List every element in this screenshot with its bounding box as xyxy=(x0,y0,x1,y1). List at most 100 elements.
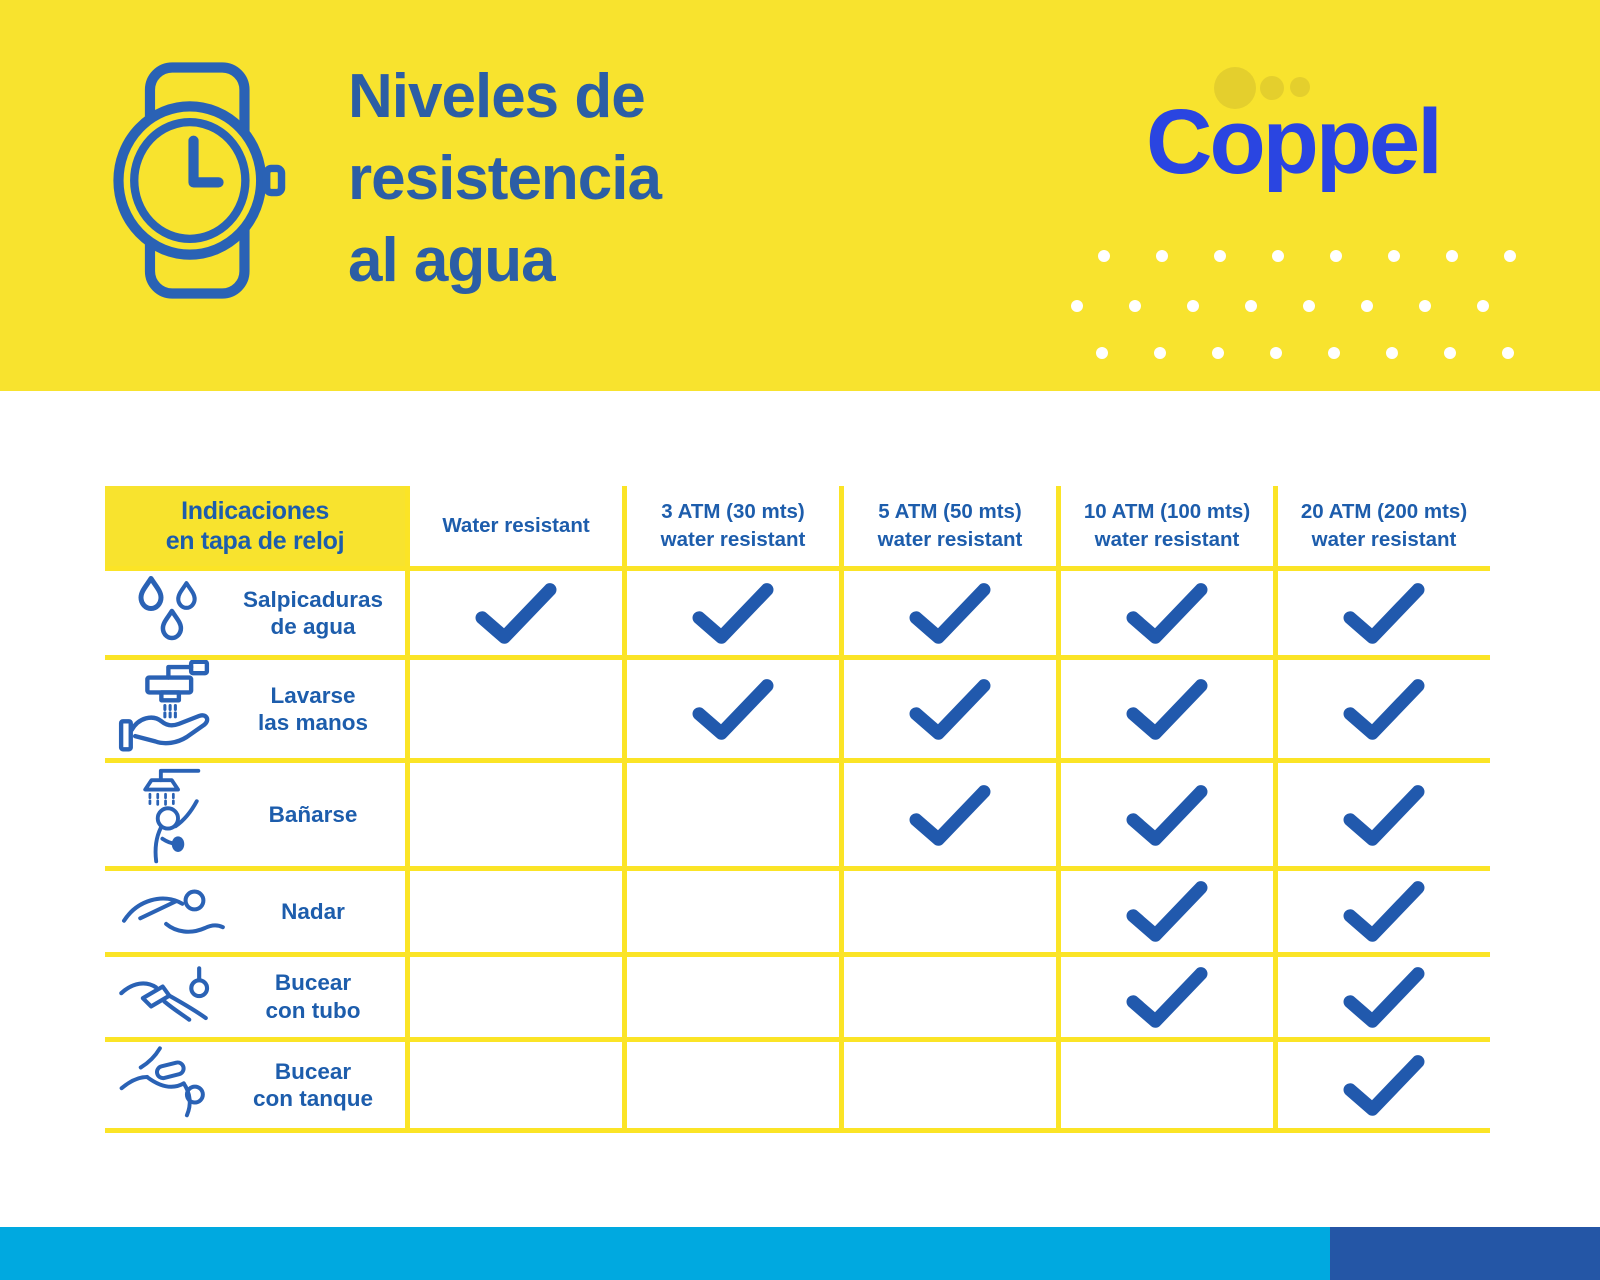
row-label: Lavarse las manos xyxy=(237,682,405,737)
page-title-line: al agua xyxy=(348,226,556,295)
text-line: water resistant xyxy=(660,528,806,551)
check-icon xyxy=(1123,677,1211,741)
check-icon xyxy=(1123,965,1211,1029)
logo-bubbles-icon xyxy=(1212,63,1314,118)
column-header: 5 ATM (50 mts) water resistant xyxy=(839,486,1056,571)
row-label: Salpicaduras de agua xyxy=(237,586,405,641)
column-header: Water resistant xyxy=(405,486,622,571)
check-cell xyxy=(839,763,1056,871)
empty-cell xyxy=(839,871,1056,957)
row-label: Bucear con tubo xyxy=(237,969,405,1024)
row-label-cell: Salpicaduras de agua xyxy=(105,571,405,660)
check-icon xyxy=(472,581,560,645)
check-icon xyxy=(1123,879,1211,943)
scuba-diving-icon xyxy=(105,1042,237,1128)
text-line: water resistant xyxy=(1311,528,1457,551)
check-icon xyxy=(1340,783,1428,847)
check-cell xyxy=(1273,571,1490,660)
text-line: Water resistant xyxy=(442,514,590,538)
check-cell xyxy=(839,571,1056,660)
text-line: Bañarse xyxy=(268,801,358,827)
text-line: 10 ATM (100 mts) xyxy=(1083,500,1251,524)
check-cell xyxy=(1273,660,1490,763)
text-line: 3 ATM (30 mts) xyxy=(661,500,805,524)
empty-cell xyxy=(405,660,622,763)
coppel-logo: Coppel xyxy=(1146,91,1443,193)
check-icon xyxy=(689,677,777,741)
row-label-cell: Nadar xyxy=(105,871,405,957)
text-line: Bucear xyxy=(274,1058,352,1084)
text-line: Lavarse xyxy=(270,682,356,708)
check-cell xyxy=(1056,763,1273,871)
text-line: Indicaciones xyxy=(181,497,329,525)
check-cell xyxy=(1273,763,1490,871)
page-title-line: Niveles de xyxy=(348,62,646,131)
row-label-cell: Lavarse las manos xyxy=(105,660,405,763)
check-icon xyxy=(1340,1053,1428,1117)
check-cell xyxy=(405,571,622,660)
text-line: Bucear xyxy=(274,970,352,996)
text-line: en tapa de reloj xyxy=(165,527,345,555)
row-label-cell: Bañarse xyxy=(105,763,405,871)
check-icon xyxy=(1123,581,1211,645)
check-icon xyxy=(906,581,994,645)
swimming-icon xyxy=(105,877,237,945)
text-line: con tubo xyxy=(265,997,361,1023)
row-label-cell: Bucear con tubo xyxy=(105,956,405,1042)
check-cell xyxy=(839,660,1056,763)
watch-icon xyxy=(112,60,288,306)
empty-cell xyxy=(405,871,622,957)
text-line: water resistant xyxy=(877,528,1023,551)
empty-cell xyxy=(405,1042,622,1133)
page-title: Niveles de resistencia al agua xyxy=(348,56,662,302)
check-icon xyxy=(1340,965,1428,1029)
check-icon xyxy=(1340,879,1428,943)
text-line: Nadar xyxy=(281,898,345,924)
check-cell xyxy=(1056,660,1273,763)
water-drops-icon xyxy=(105,571,237,655)
empty-cell xyxy=(839,956,1056,1042)
corner-cell: Indicaciones en tapa de reloj xyxy=(105,486,405,571)
footer-accent-bar xyxy=(1330,1227,1600,1280)
check-cell xyxy=(1273,956,1490,1042)
empty-cell xyxy=(1056,1042,1273,1133)
empty-cell xyxy=(622,763,839,871)
text-line: 20 ATM (200 mts) xyxy=(1300,500,1468,524)
text-line: de agua xyxy=(270,614,356,639)
text-line: water resistant xyxy=(1094,528,1240,551)
text-line: Salpicaduras xyxy=(242,586,384,612)
row-label: Bañarse xyxy=(237,801,405,828)
empty-cell xyxy=(622,956,839,1042)
check-icon xyxy=(1340,677,1428,741)
row-label-cell: Bucear con tanque xyxy=(105,1042,405,1133)
check-cell xyxy=(622,660,839,763)
resistance-table: Indicaciones en tapa de reloj Water resist… xyxy=(105,486,1490,1133)
page-title-line: resistencia xyxy=(348,144,662,213)
check-cell xyxy=(1056,571,1273,660)
check-icon xyxy=(689,581,777,645)
check-cell xyxy=(1056,871,1273,957)
empty-cell xyxy=(622,1042,839,1133)
snorkeling-icon xyxy=(105,960,237,1033)
shower-icon xyxy=(105,763,237,866)
row-label: Bucear con tanque xyxy=(237,1058,405,1113)
empty-cell xyxy=(839,1042,1056,1133)
check-cell xyxy=(622,571,839,660)
row-label: Nadar xyxy=(237,898,405,925)
column-header: 20 ATM (200 mts) water resistant xyxy=(1273,486,1490,571)
header-band: Niveles de resistencia al agua Coppel xyxy=(0,0,1600,391)
text-line: las manos xyxy=(257,710,369,735)
hand-washing-icon xyxy=(105,660,237,758)
column-header: 3 ATM (30 mts) water resistant xyxy=(622,486,839,571)
empty-cell xyxy=(622,871,839,957)
column-header: 10 ATM (100 mts) water resistant xyxy=(1056,486,1273,571)
check-icon xyxy=(1123,783,1211,847)
empty-cell xyxy=(405,956,622,1042)
check-icon xyxy=(906,783,994,847)
text-line: con tanque xyxy=(252,1086,373,1111)
check-cell xyxy=(1273,871,1490,957)
text-line: 5 ATM (50 mts) xyxy=(878,500,1022,524)
check-icon xyxy=(906,677,994,741)
check-cell xyxy=(1273,1042,1490,1133)
